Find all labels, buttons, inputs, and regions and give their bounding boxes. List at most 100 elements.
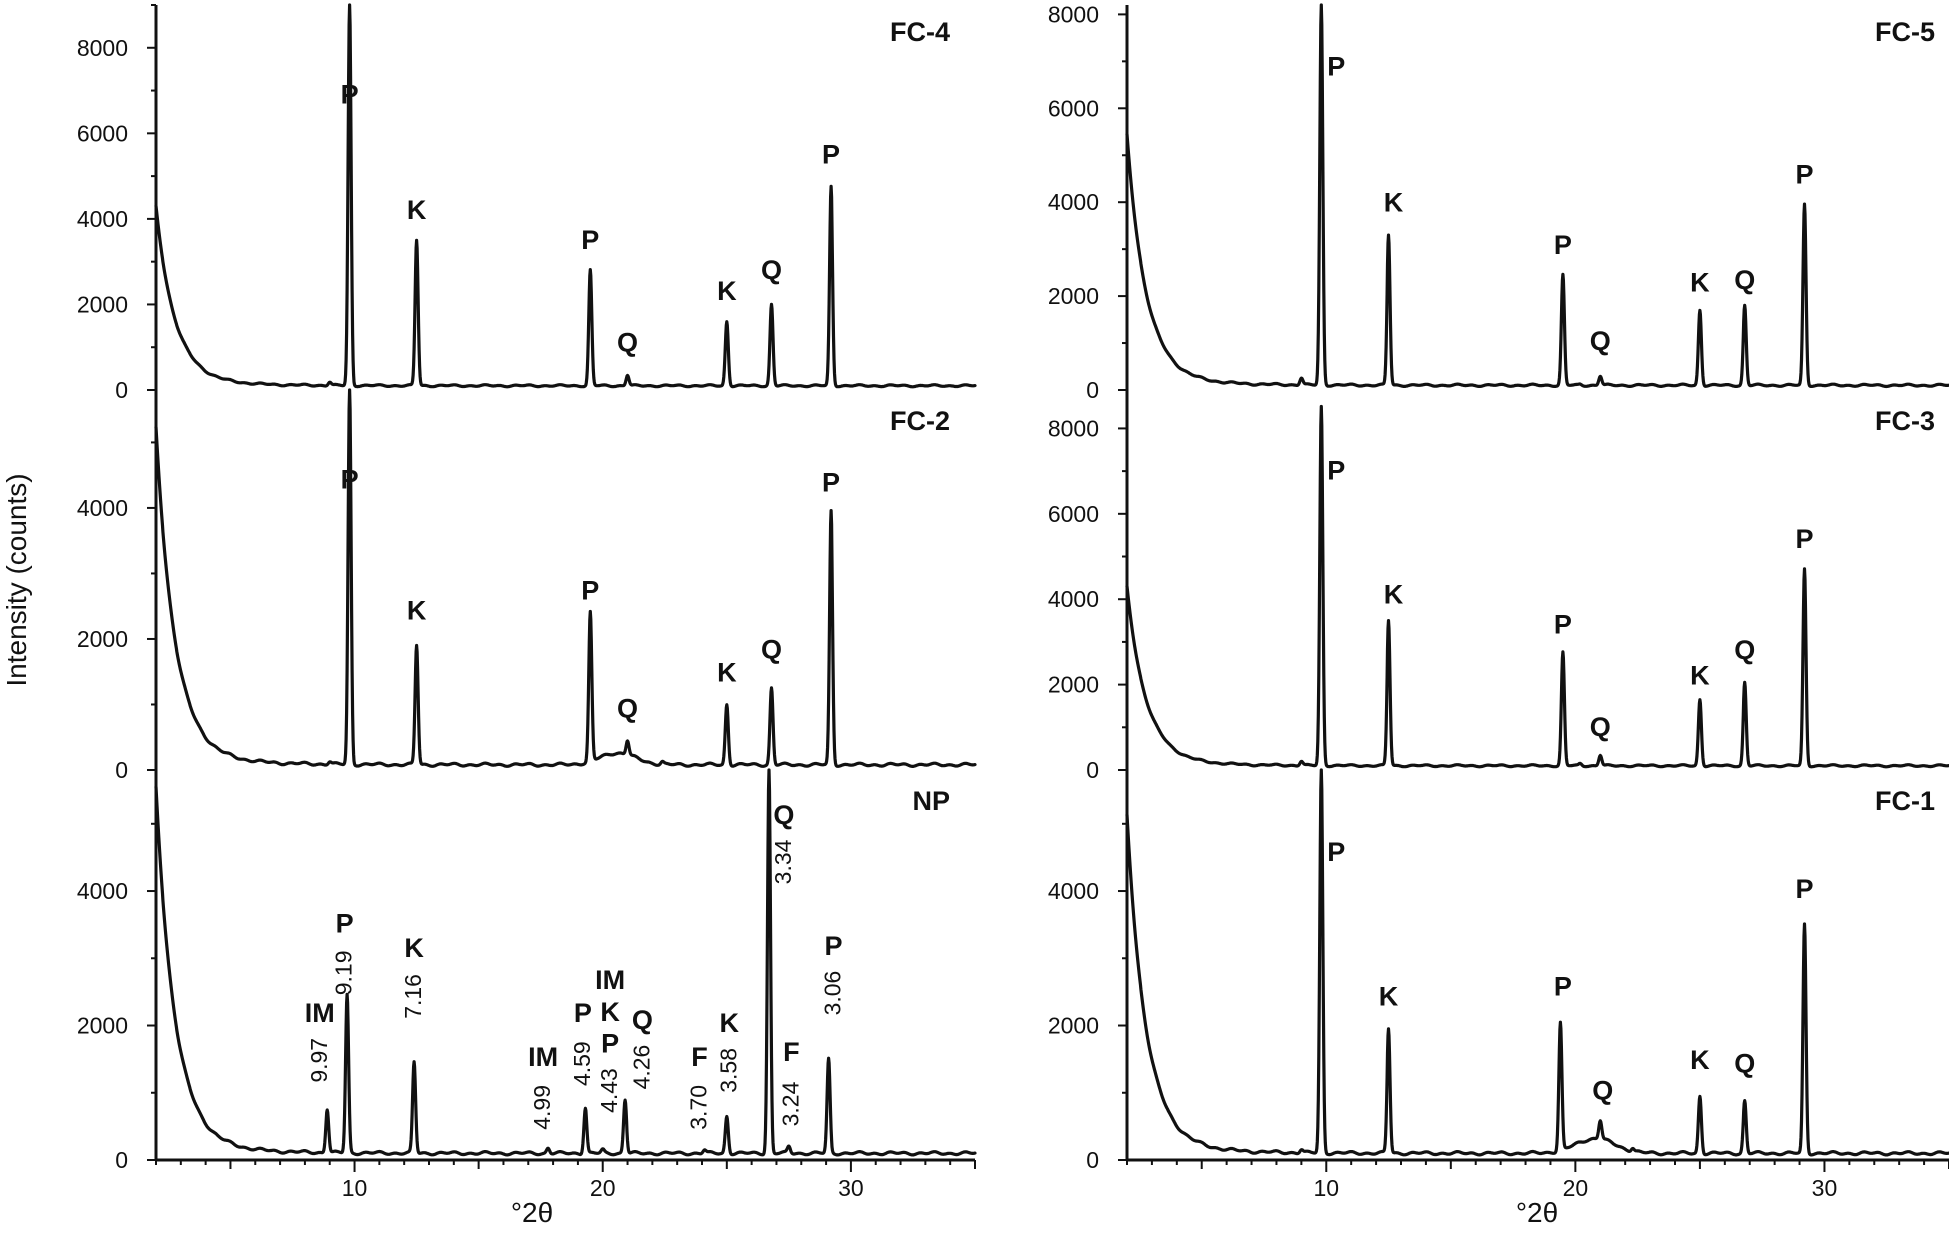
phase-label-q: Q [1734, 1049, 1755, 1079]
phase-label-p: P [341, 464, 359, 494]
phase-label-q: Q [632, 1005, 653, 1035]
y-tick-label: 8000 [77, 35, 128, 61]
phase-label-k: K [1690, 661, 1710, 691]
phase-label-p: P [822, 468, 840, 498]
d-spacing-label: 3.34 [770, 839, 796, 884]
phase-label-p: P [1327, 456, 1345, 486]
d-spacing-label: 9.19 [331, 950, 357, 995]
y-tick-label: 4000 [1048, 586, 1099, 612]
y-tick-label: 2000 [77, 626, 128, 652]
x-axis-title-left: °2θ [511, 1197, 553, 1228]
xrd-trace [154, 388, 977, 768]
phase-label-im: IM [305, 998, 335, 1028]
phase-label-p: P [1327, 51, 1345, 81]
sample-label: FC-5 [1875, 17, 1935, 47]
x-tick-label: 30 [1812, 1175, 1838, 1201]
phase-label-k: K [1379, 981, 1399, 1011]
y-tick-label: 2000 [1048, 283, 1099, 309]
y-tick-label: 6000 [1048, 501, 1099, 527]
phase-label-k: K [407, 195, 427, 225]
y-tick-label: 0 [1086, 377, 1099, 403]
phase-label-q: Q [617, 694, 638, 724]
phase-label-p: P [1796, 874, 1814, 904]
phase-label-p: P [581, 576, 599, 606]
phase-label-q: Q [761, 255, 782, 285]
phase-label-f: F [783, 1037, 800, 1067]
y-tick-label: 0 [1086, 1147, 1099, 1173]
x-tick-label: 10 [1313, 1175, 1339, 1201]
y-tick-label: 0 [115, 1147, 128, 1173]
phase-label-k: K [717, 658, 737, 688]
sample-label: NP [912, 786, 950, 816]
y-tick-label: 2000 [1048, 1013, 1099, 1039]
phase-label-k: K [1690, 267, 1710, 297]
d-spacing-label: 3.24 [777, 1081, 803, 1126]
y-tick-label: 2000 [77, 291, 128, 317]
y-tick-label: 4000 [77, 495, 128, 521]
x-tick-label: 10 [342, 1175, 368, 1201]
d-spacing-label: 4.26 [628, 1045, 654, 1090]
phase-label-f: F [691, 1042, 708, 1072]
sample-label: FC-2 [890, 406, 950, 436]
phase-label-k: K [1690, 1045, 1710, 1075]
phase-label-p: P [1796, 159, 1814, 189]
phase-label-p: P [1554, 971, 1572, 1001]
phase-label-p: P [822, 139, 840, 169]
phase-label-p: P [336, 909, 354, 939]
xrd-trace [1125, 3, 1949, 389]
d-spacing-label: 4.43 [596, 1068, 622, 1113]
y-tick-label: 6000 [1048, 95, 1099, 121]
x-tick-label: 20 [590, 1175, 616, 1201]
xrd-trace [154, 768, 977, 1157]
d-spacing-label: 4.99 [529, 1085, 555, 1130]
xrd-trace [154, 3, 977, 389]
d-spacing-label: 7.16 [400, 974, 426, 1019]
y-tick-label: 0 [115, 377, 128, 403]
phase-label-p: P [601, 1028, 619, 1058]
phase-label-p: P [1796, 524, 1814, 554]
phase-label-p: P [1554, 609, 1572, 639]
phase-label-q: Q [761, 635, 782, 665]
phase-label-q: Q [1590, 326, 1611, 356]
d-spacing-label: 3.70 [686, 1085, 712, 1130]
xrd-trace [1125, 404, 1949, 769]
phase-label-im: IM [528, 1042, 558, 1072]
phase-label-p: P [341, 79, 359, 109]
d-spacing-label: 4.59 [569, 1041, 595, 1086]
y-tick-label: 4000 [77, 878, 128, 904]
y-tick-label: 0 [115, 757, 128, 783]
y-tick-label: 2000 [77, 1013, 128, 1039]
phase-label-k: K [720, 1008, 740, 1038]
panels-group: 02000400060008000FC-4PKPQKQP020004000FC-… [77, 1, 1949, 1201]
d-spacing-label: 3.58 [715, 1048, 741, 1093]
phase-label-q: Q [773, 800, 794, 830]
phase-label-k: K [404, 933, 424, 963]
phase-label-p: P [574, 998, 592, 1028]
y-tick-label: 4000 [1048, 189, 1099, 215]
phase-label-q: Q [1734, 635, 1755, 665]
phase-label-p: P [581, 225, 599, 255]
y-axis-title: Intensity (counts) [1, 473, 32, 686]
phase-label-q: Q [1592, 1075, 1613, 1105]
phase-label-p: P [825, 931, 843, 961]
phase-label-p: P [1327, 837, 1345, 867]
phase-label-q: Q [1590, 712, 1611, 742]
y-tick-label: 8000 [1048, 415, 1099, 441]
phase-label-q: Q [617, 328, 638, 358]
phase-label-k: K [1384, 188, 1404, 218]
y-tick-label: 4000 [1048, 878, 1099, 904]
x-tick-label: 20 [1563, 1175, 1589, 1201]
d-spacing-label: 9.97 [306, 1038, 332, 1083]
phase-label-k: K [717, 276, 737, 306]
x-tick-label: 30 [838, 1175, 864, 1201]
phase-label-k: K [1384, 579, 1404, 609]
d-spacing-label: 3.06 [820, 971, 846, 1016]
phase-label-k: K [407, 595, 427, 625]
